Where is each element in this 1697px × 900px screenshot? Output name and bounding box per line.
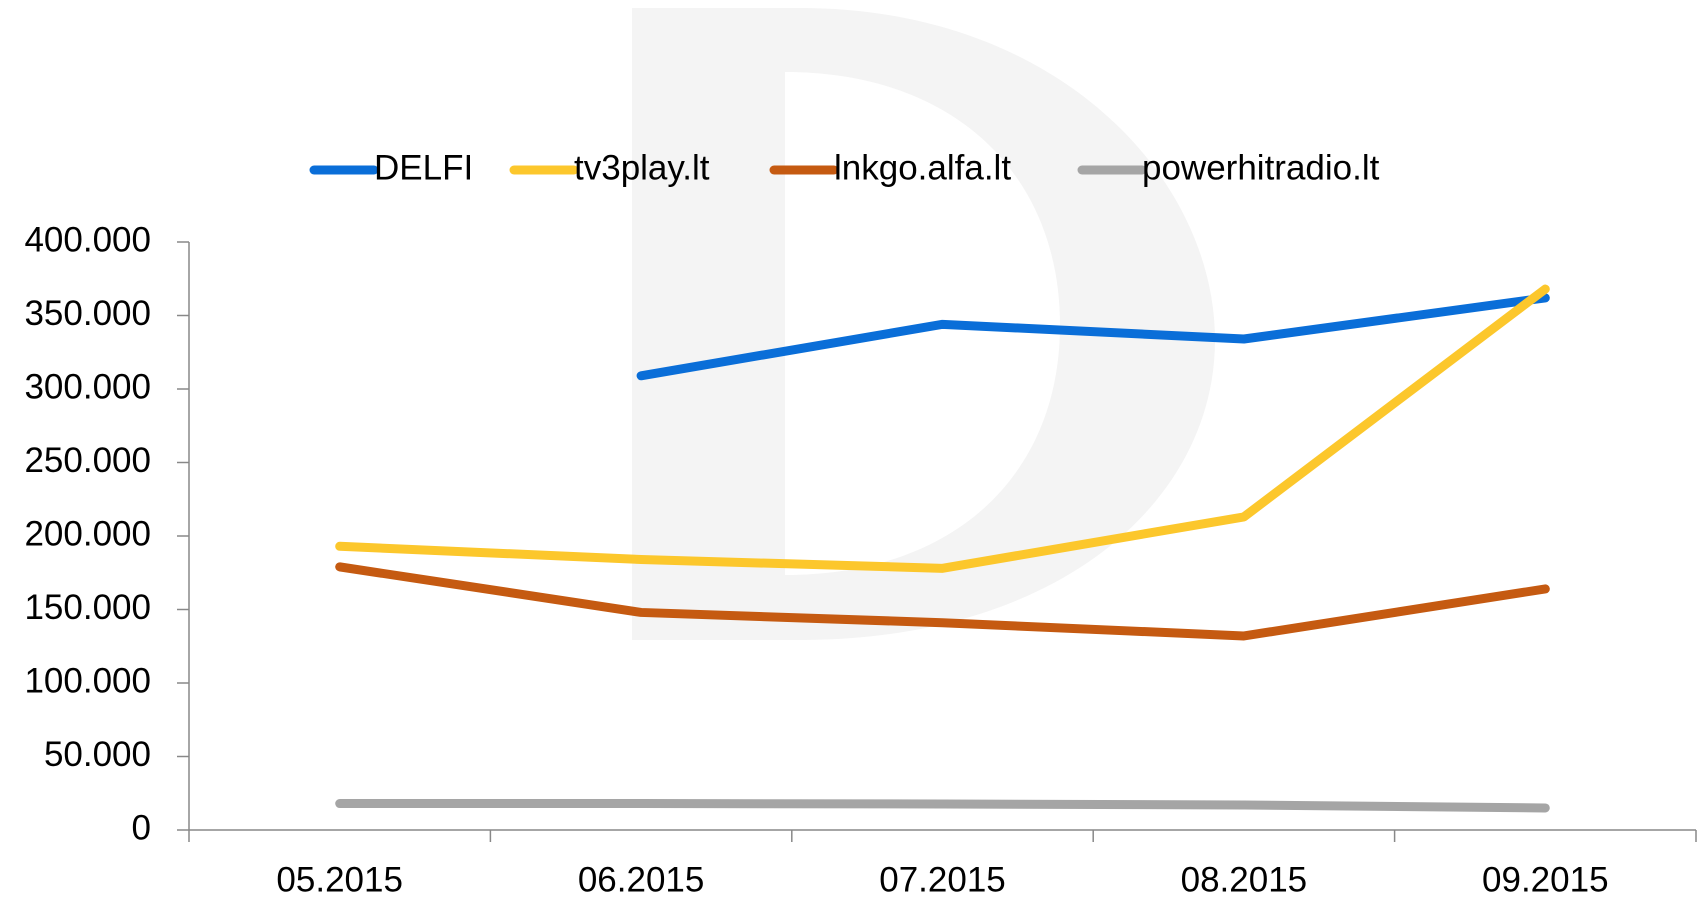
x-tick-label: 07.2015 bbox=[879, 860, 1006, 899]
y-tick-label: 100.000 bbox=[24, 661, 151, 700]
y-tick-label: 300.000 bbox=[24, 367, 151, 406]
y-tick-label: 150.000 bbox=[24, 588, 151, 627]
series-line bbox=[335, 799, 1550, 813]
x-tick-label: 05.2015 bbox=[276, 860, 403, 899]
series-line bbox=[335, 562, 1550, 641]
series-line bbox=[636, 293, 1550, 381]
legend-label: tv3play.lt bbox=[574, 148, 710, 187]
x-tick-label: 06.2015 bbox=[578, 860, 705, 899]
y-tick-label: 200.000 bbox=[24, 514, 151, 553]
legend-label: DELFI bbox=[374, 148, 473, 187]
y-tick-label: 350.000 bbox=[24, 294, 151, 333]
legend-label: lnkgo.alfa.lt bbox=[834, 148, 1011, 187]
legend-label: powerhitradio.lt bbox=[1142, 148, 1380, 187]
y-tick-label: 400.000 bbox=[24, 220, 151, 259]
x-tick-label: 08.2015 bbox=[1181, 860, 1308, 899]
series-line bbox=[335, 284, 1550, 573]
y-tick-label: 250.000 bbox=[24, 441, 151, 480]
y-tick-label: 0 bbox=[132, 808, 151, 847]
y-tick-label: 50.000 bbox=[44, 735, 151, 774]
x-tick-label: 09.2015 bbox=[1482, 860, 1609, 899]
